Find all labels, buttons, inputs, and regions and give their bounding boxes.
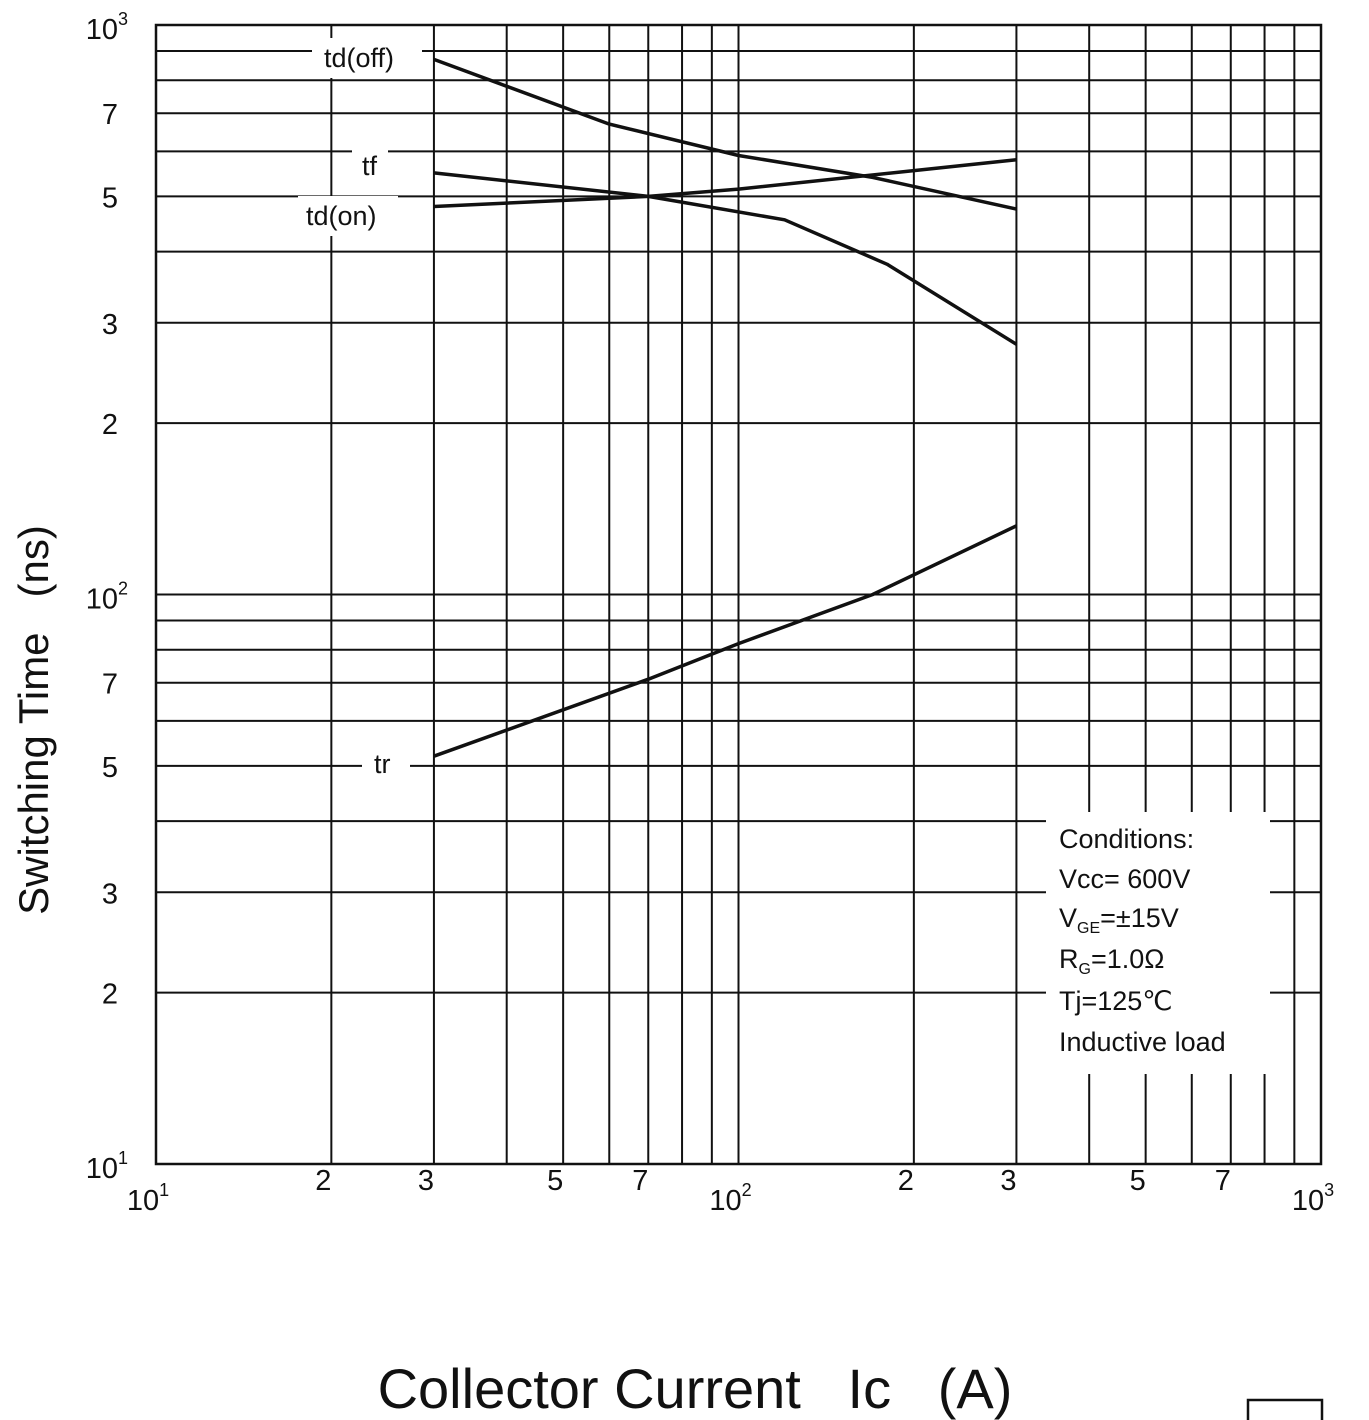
label-bg — [298, 196, 398, 236]
corner-box — [1246, 1398, 1324, 1420]
y-axis-title: Switching Time (ns) — [10, 525, 57, 915]
conditions-bg — [1046, 812, 1270, 1074]
x-axis-title: Collector Current Ic (A) — [378, 1357, 1013, 1420]
x-tick-label: 5 — [1130, 1165, 1146, 1197]
condition-load: Inductive load — [1059, 1027, 1226, 1057]
y-tick-label: 7 — [102, 669, 118, 701]
series-line-tf — [433, 171, 1018, 346]
label-td-on: td(on) — [306, 201, 377, 231]
x-tick-label: 103 — [1292, 1180, 1334, 1217]
label-bg — [312, 38, 422, 78]
y-tick-label: 5 — [102, 752, 118, 784]
condition-vge: VGE=±15V — [1059, 903, 1179, 937]
x-tick-label: 101 — [127, 1180, 169, 1217]
condition-vcc: Vcc= 600V — [1059, 864, 1190, 894]
y-tick-label: 3 — [102, 309, 118, 341]
series-lines — [433, 57, 1018, 758]
label-tr: tr — [374, 749, 391, 779]
y-tick-label: 102 — [86, 579, 128, 616]
series-line-td-off — [433, 57, 1017, 211]
conditions-box: Conditions: Vcc= 600V VGE=±15V RG=1.0Ω T… — [1046, 812, 1270, 1074]
label-tf: tf — [362, 151, 378, 181]
y-tick-label: 5 — [102, 182, 118, 214]
x-tick-label: 7 — [1215, 1165, 1231, 1197]
y-tick-label: 101 — [86, 1148, 128, 1185]
x-tick-label: 102 — [709, 1180, 751, 1217]
label-td-off: td(off) — [324, 43, 394, 73]
y-tick-label: 3 — [102, 878, 118, 910]
condition-tj: Tj=125℃ — [1059, 986, 1173, 1016]
x-tick-label: 5 — [547, 1165, 563, 1197]
x-tick-label: 3 — [1000, 1165, 1016, 1197]
y-tick-label: 7 — [102, 99, 118, 131]
conditions-title: Conditions: — [1059, 824, 1194, 854]
series-labels: td(off) tf td(on) tr — [298, 38, 422, 782]
tick-labels: 101 2 3 5 7 102 2 3 5 7 103 101 2 3 5 7 102 2 3 5 7 103 — [86, 9, 1334, 1217]
y-tick-label: 2 — [102, 409, 118, 441]
series-line-td-on — [433, 157, 1017, 209]
x-tick-label: 2 — [315, 1165, 331, 1197]
label-bg — [362, 744, 410, 782]
label-bg — [352, 146, 388, 184]
y-tick-label: 2 — [102, 979, 118, 1011]
x-tick-label: 7 — [632, 1165, 648, 1197]
condition-rg: RG=1.0Ω — [1059, 944, 1164, 978]
y-tick-label: 103 — [86, 9, 128, 46]
x-tick-label: 3 — [418, 1165, 434, 1197]
series-line-tr — [433, 524, 1018, 758]
x-tick-label: 2 — [898, 1165, 914, 1197]
plot-frame — [154, 23, 1323, 1166]
